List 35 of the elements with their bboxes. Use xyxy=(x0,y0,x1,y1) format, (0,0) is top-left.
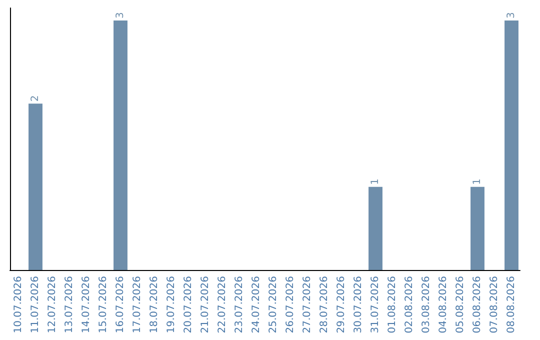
x-tick-label: 05.08.2026 xyxy=(455,276,466,334)
x-tick-label: 19.07.2026 xyxy=(166,276,177,334)
x-tick-label: 13.07.2026 xyxy=(64,276,75,334)
x-tick-label: 25.07.2026 xyxy=(268,276,279,334)
x-tick-label: 27.07.2026 xyxy=(302,276,313,334)
x-tick-label: 31.07.2026 xyxy=(370,276,381,334)
x-tick-label: 02.08.2026 xyxy=(404,276,415,334)
data-label: 1 xyxy=(370,178,381,185)
x-tick-label: 29.07.2026 xyxy=(336,276,347,334)
x-tick-label: 21.07.2026 xyxy=(200,276,211,334)
x-tick-label: 07.08.2026 xyxy=(489,276,500,334)
x-tick-label: 12.07.2026 xyxy=(47,276,58,334)
x-tick-label: 10.07.2026 xyxy=(13,276,24,334)
x-tick-label: 24.07.2026 xyxy=(251,276,262,334)
x-tick-label: 06.08.2026 xyxy=(472,276,483,334)
x-tick-label: 26.07.2026 xyxy=(285,276,296,334)
x-tick-label: 11.07.2026 xyxy=(30,276,41,334)
x-tick-label: 20.07.2026 xyxy=(183,276,194,334)
x-tick-label: 17.07.2026 xyxy=(132,276,143,334)
data-label: 3 xyxy=(506,12,517,18)
x-tick-label: 18.07.2026 xyxy=(149,276,160,334)
x-tick-label: 28.07.2026 xyxy=(319,276,330,334)
x-tick-label: 16.07.2026 xyxy=(115,276,126,334)
x-tick-label: 08.08.2026 xyxy=(506,276,517,334)
x-tick-label: 04.08.2026 xyxy=(438,276,449,334)
x-tick-label: 23.07.2026 xyxy=(234,276,245,334)
data-label: 1 xyxy=(472,178,483,185)
data-label: 3 xyxy=(115,12,126,18)
data-label: 2 xyxy=(30,95,41,102)
x-tick-label: 15.07.2026 xyxy=(98,276,109,334)
x-tick-label: 14.07.2026 xyxy=(81,276,92,334)
x-tick-label: 30.07.2026 xyxy=(353,276,364,334)
x-tick-label: 22.07.2026 xyxy=(217,276,228,334)
x-tick-label: 01.08.2026 xyxy=(387,276,398,334)
x-tick-label: 03.08.2026 xyxy=(421,276,432,334)
